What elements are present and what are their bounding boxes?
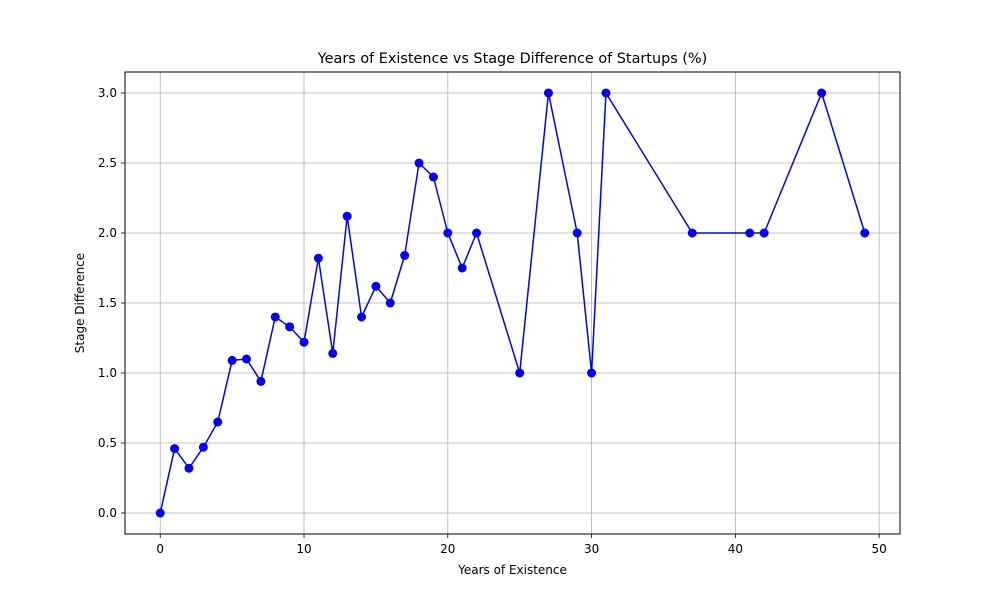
data-point [184,463,194,473]
x-tick-label: 40 [728,542,743,556]
y-tick-label: 1.5 [98,296,117,310]
x-tick-label: 10 [296,542,311,556]
data-point [457,263,467,273]
data-point [170,444,180,454]
ticks: 0 10 20 30 40 50 0.0 0.5 1.0 1.5 2.0 2.5 3.0 [98,86,887,556]
data-point [227,355,237,365]
y-axis-label: Stage Difference [73,253,87,353]
data-point [587,368,597,378]
chart-title: Years of Existence vs Stage Difference o… [317,51,707,67]
data-point [299,337,309,347]
x-tick-label: 30 [584,542,599,556]
data-point [817,88,827,98]
data-point [428,172,438,182]
data-point [285,322,295,332]
data-point [543,88,553,98]
y-tick-label: 0.5 [98,436,117,450]
data-point [687,228,697,238]
data-point [328,348,338,358]
data-point [241,354,251,364]
x-tick-label: 20 [440,542,455,556]
y-tick-label: 0.0 [98,506,117,520]
y-tick-label: 3.0 [98,86,117,100]
data-point [371,281,381,291]
data-point [601,88,611,98]
x-tick-label: 50 [872,542,887,556]
data-point [213,417,223,427]
data-point [385,298,395,308]
series-layer [155,88,870,518]
data-point [198,442,208,452]
grid [125,72,900,534]
data-point [860,228,870,238]
data-point [472,228,482,238]
data-point [400,250,410,260]
data-point [357,312,367,322]
data-point [759,228,769,238]
y-tick-label: 1.0 [98,366,117,380]
data-point [443,228,453,238]
data-point [515,368,525,378]
data-point [313,253,323,263]
x-axis-label: Years of Existence [457,563,567,577]
data-point [414,158,424,168]
data-point [256,376,266,386]
y-tick-label: 2.5 [98,156,117,170]
data-point [572,228,582,238]
y-tick-label: 2.0 [98,226,117,240]
data-point [155,508,165,518]
data-point [745,228,755,238]
data-point [270,312,280,322]
x-tick-label: 0 [156,542,164,556]
data-point [342,211,352,221]
